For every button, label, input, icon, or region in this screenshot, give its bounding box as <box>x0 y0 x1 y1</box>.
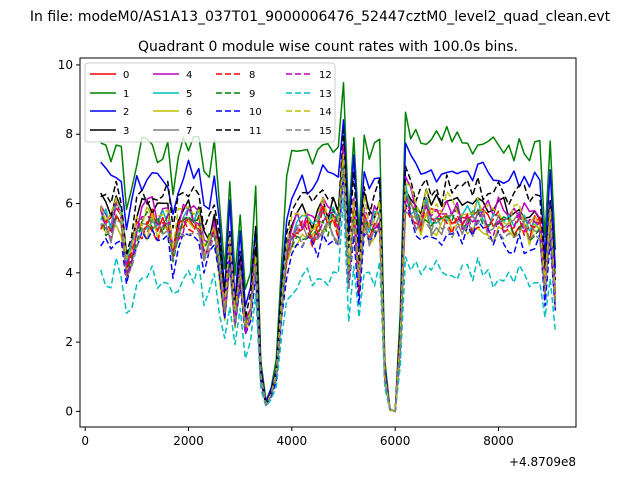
legend-label-6: 6 <box>186 107 192 118</box>
y-tick-label: 8 <box>65 127 73 141</box>
x-axis-offset-label: +4.8709e8 <box>509 455 576 469</box>
x-tick-label: 8000 <box>483 434 514 448</box>
series-line-2 <box>100 119 557 413</box>
x-tick-label: 6000 <box>380 434 411 448</box>
axes-frame <box>79 57 577 428</box>
legend-label-0: 0 <box>123 70 129 81</box>
y-tick-label: 0 <box>65 404 73 418</box>
series-line-15 <box>100 168 557 413</box>
chart-title: Quadrant 0 module wise count rates with … <box>138 39 518 55</box>
series-line-1 <box>100 81 557 413</box>
legend-label-7: 7 <box>186 126 192 137</box>
legend-label-8: 8 <box>249 70 255 81</box>
legend-label-4: 4 <box>186 70 192 81</box>
legend-label-3: 3 <box>123 126 129 137</box>
legend-label-13: 13 <box>319 89 332 100</box>
x-tick-label: 0 <box>81 434 89 448</box>
legend-label-15: 15 <box>319 126 332 137</box>
series-line-8 <box>100 147 557 413</box>
y-tick-label: 4 <box>65 266 73 280</box>
x-axis: 0 2000 4000 6000 8000 <box>81 427 514 448</box>
legend-label-12: 12 <box>319 70 332 81</box>
y-tick-label: 2 <box>65 335 73 349</box>
legend-label-9: 9 <box>249 89 255 100</box>
legend-label-11: 11 <box>249 126 262 137</box>
legend-label-5: 5 <box>186 89 192 100</box>
series-line-9 <box>99 158 557 413</box>
x-tick-label: 4000 <box>277 434 308 448</box>
figure-suptitle: In file: modeM0/AS1A13_037T01_9000006476… <box>30 9 611 25</box>
series-line-11 <box>100 129 557 413</box>
legend-label-2: 2 <box>123 107 129 118</box>
legend-label-1: 1 <box>123 89 129 100</box>
legend-box <box>84 62 336 143</box>
plot-lines <box>99 81 557 413</box>
y-axis: 0 2 4 6 8 10 <box>58 58 80 418</box>
y-tick-label: 10 <box>58 58 73 72</box>
series-line-13 <box>99 197 557 413</box>
legend-label-14: 14 <box>319 107 332 118</box>
x-tick-label: 2000 <box>173 434 204 448</box>
legend-label-10: 10 <box>249 107 262 118</box>
y-tick-label: 6 <box>65 197 73 211</box>
series-line-10 <box>100 174 557 413</box>
